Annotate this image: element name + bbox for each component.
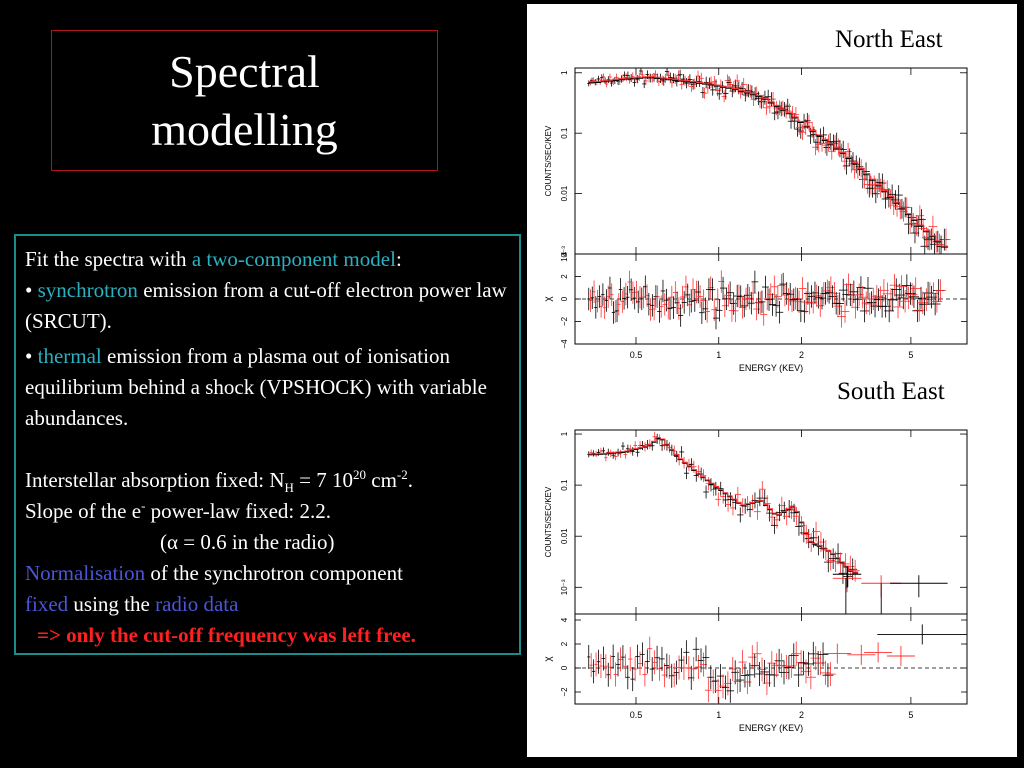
ne-spectrum-ylabel: COUNTS/SEC/KEV [544, 125, 553, 196]
normalisation-text: Normalisation [25, 561, 146, 585]
fixed-text: fixed [25, 592, 69, 616]
se-spectrum-ylabel: COUNTS/SEC/KEV [544, 486, 553, 557]
ne-residuals-ytick-label: 0 [560, 296, 569, 301]
se-spectrum-model [588, 437, 859, 573]
se-residuals-xtick-label: 5 [908, 710, 913, 720]
ne-residuals-xtick-label: 1 [716, 350, 721, 360]
bullet-thermal: • thermal emission from a plasma out of … [25, 341, 509, 434]
bullet-synchrotron: • synchrotron emission from a cut-off el… [25, 275, 509, 337]
se-residuals-xlabel: ENERGY (KEV) [739, 723, 803, 733]
nh-exponent: 20 [353, 467, 366, 482]
ne-residuals-xtick-label: 0.5 [630, 350, 643, 360]
se-residuals-ytick-label: −2 [560, 687, 569, 697]
synchrotron-text: synchrotron [37, 278, 138, 302]
se-residuals-ytick-label: 4 [560, 617, 569, 622]
line-fit: Fit the spectra with a two-component mod… [25, 244, 509, 275]
colon-text: : [395, 247, 402, 271]
se-residuals-xtick-label: 2 [799, 710, 804, 720]
se-residuals-ytick-label: 0 [560, 665, 569, 670]
line-alpha: (α = 0.6 in the radio) [25, 527, 509, 558]
nh-value: = 7 10 [293, 468, 353, 492]
ne-spectrum-model [588, 76, 949, 247]
south-east-title: South East [837, 378, 945, 405]
ne-residuals-ytick-label: 4 [560, 251, 569, 256]
line-normalisation: Normalisation of the synchrotron compone… [25, 558, 509, 589]
radio-data-text: radio data [155, 592, 239, 616]
ne-residuals-ytick-label: 2 [560, 274, 569, 279]
line-conclusion: => only the cut-off frequency was left f… [25, 620, 509, 651]
slope-value: power-law fixed: 2.2. [145, 499, 332, 523]
conclusion-text: => only the cut-off frequency was left f… [37, 623, 416, 647]
ne-spectrum-ytick-label: 0.1 [560, 127, 569, 139]
ne-spectrum-model [588, 77, 949, 248]
ne-spectrum-ytick-label: 1 [560, 70, 569, 75]
electron-sup: - [141, 498, 146, 513]
se-spectrum-ytick-label: 10⁻³ [560, 579, 569, 595]
figure-panel: North East South East 1 0.1 0.01 10⁻³ COUNTS… [527, 4, 1017, 757]
slide-title-box: Spectral modelling [51, 30, 438, 171]
line-slope: Slope of the e- power-law fixed: 2.2. [25, 496, 509, 527]
slide-title: Spectral modelling [151, 45, 338, 155]
se-spectrum-frame [574, 429, 968, 615]
line-absorption: Interstellar absorption fixed: NH = 7 10… [25, 465, 509, 496]
ne-residuals-ytick-label: −4 [560, 339, 569, 349]
using-text: using the [68, 592, 156, 616]
ne-residuals-ytick-label: −2 [560, 316, 569, 326]
ne-spectrum-ytick-label: 10⁻³ [560, 246, 569, 262]
line-fixed: fixed using the radio data [25, 589, 509, 620]
se-spectrum-model [588, 437, 859, 574]
nh-unit: cm [366, 468, 397, 492]
normalisation-desc: of the synchrotron component [145, 561, 403, 585]
alpha-text: (α = 0.6 in the radio) [160, 530, 335, 554]
spectra-figure: 1 0.1 0.01 10⁻³ COUNTS/SEC/KEV 4 2 0 −2 −4 χ 0.5 1 2 5… [543, 67, 968, 733]
fit-text: Fit the spectra with [25, 247, 192, 271]
bullet-symbol: • [25, 278, 38, 302]
se-residuals-ylabel: χ [543, 656, 554, 662]
se-residuals-frame [574, 613, 968, 705]
bullet-symbol: • [25, 344, 38, 368]
se-spectrum-ytick-label: 0.1 [560, 479, 569, 491]
nh-subscript: H [284, 480, 294, 496]
unit-exponent: -2 [396, 467, 408, 482]
se-spectrum-ytick-label: 1 [560, 431, 569, 436]
se-residuals-ytick-label: 2 [560, 641, 569, 646]
thermal-text: thermal [37, 344, 102, 368]
ne-spectrum-ytick-label: 0.01 [560, 185, 569, 201]
ne-residuals-xlabel: ENERGY (KEV) [739, 363, 803, 373]
north-east-title: North East [835, 26, 943, 53]
period: . [407, 468, 413, 492]
se-spectrum-ytick-label: 0.01 [560, 528, 569, 544]
se-residuals-xtick-label: 1 [716, 710, 721, 720]
two-component-model-text: a two-component model [191, 247, 396, 271]
text-box: Fit the spectra with a two-component mod… [14, 234, 521, 655]
ne-residuals-xtick-label: 5 [908, 350, 913, 360]
ne-residuals-ylabel: χ [543, 296, 554, 302]
absorption-text: Interstellar absorption fixed: N [25, 468, 285, 492]
se-residuals-xtick-label: 0.5 [630, 710, 643, 720]
thermal-desc: emission from a plasma out of ionisation… [25, 344, 487, 430]
slope-text: Slope of the e [25, 499, 142, 523]
ne-residuals-xtick-label: 2 [799, 350, 804, 360]
synchrotron-desc: emission from a cut-off electron power l… [25, 278, 507, 333]
